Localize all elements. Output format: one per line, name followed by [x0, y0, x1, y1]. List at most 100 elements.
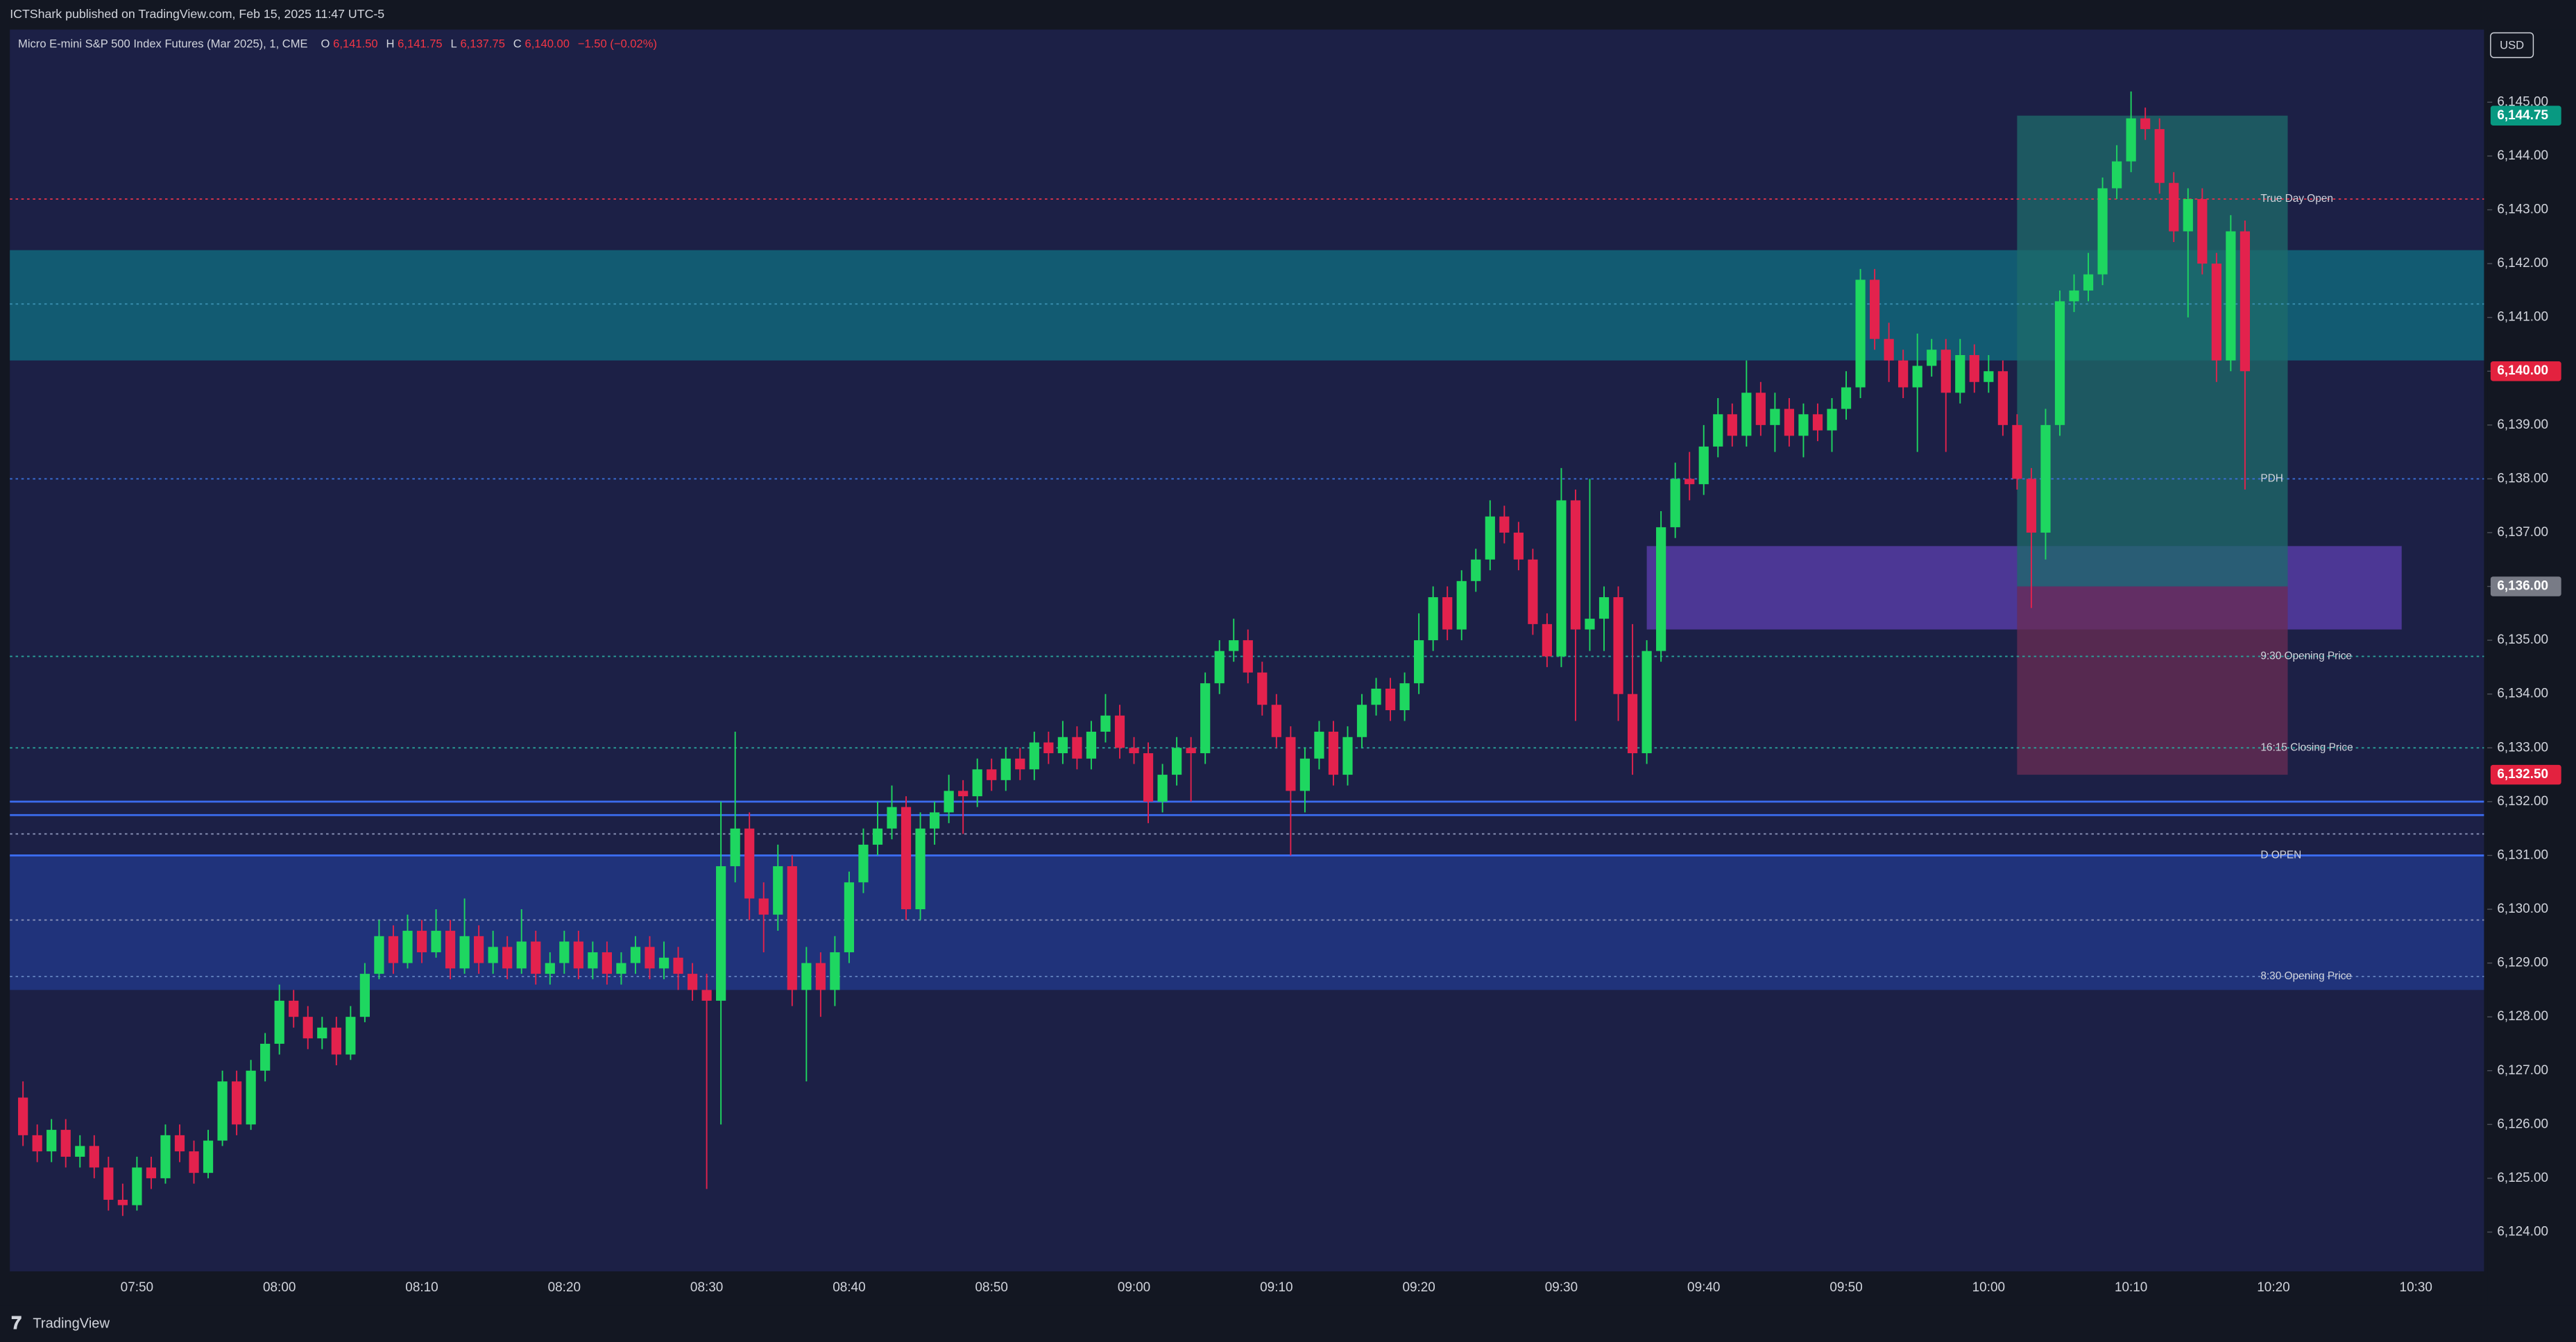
candle-body: [331, 1027, 341, 1055]
x-tick-label: 10:10: [2115, 1280, 2147, 1295]
candle-body: [1499, 516, 1510, 533]
brand-logo: 𝟕: [12, 1312, 22, 1333]
candle-body: [388, 936, 399, 963]
candle-body: [1271, 705, 1281, 737]
candle-body: [274, 1000, 284, 1044]
brand[interactable]: TradingView: [33, 1316, 110, 1331]
candle-body: [217, 1081, 228, 1141]
candle-body: [2154, 129, 2165, 183]
candle-body: [1442, 597, 1453, 630]
candle-body: [1143, 753, 1154, 802]
ohlc-key: H: [386, 37, 394, 50]
candle-body: [474, 936, 484, 963]
candle-body: [2040, 424, 2051, 533]
candle-body: [203, 1140, 214, 1173]
currency-box[interactable]: [2490, 32, 2534, 58]
candle-body: [673, 957, 683, 974]
candle-body: [1827, 408, 1837, 431]
symbol-name: Micro E-mini S&P 500 Index Futures (Mar …: [18, 37, 308, 50]
candle-body: [1598, 597, 1610, 619]
candle-body: [773, 866, 783, 915]
candle-body: [701, 990, 712, 1001]
candle-body: [1698, 446, 1709, 485]
candle-body: [987, 769, 997, 780]
y-tick-label: 6,142.00: [2497, 256, 2548, 270]
candle-body: [1414, 640, 1424, 684]
candle-body: [1556, 500, 1567, 657]
candle-body: [1072, 737, 1082, 759]
candle-body: [645, 947, 655, 969]
price-badge: [2490, 105, 2561, 126]
candle-body: [602, 952, 613, 974]
candle-body: [573, 941, 583, 969]
y-tick-label: 6,138.00: [2497, 471, 2548, 485]
candle-body: [1713, 414, 1723, 447]
x-tick-label: 09:00: [1118, 1280, 1150, 1295]
candle-body: [1870, 279, 1880, 339]
level-label: True Day Open: [2260, 193, 2333, 205]
candle-body: [1570, 500, 1581, 630]
candle-body: [2026, 479, 2037, 533]
candle-body: [1542, 623, 1553, 657]
x-tick-label: 09:10: [1260, 1280, 1293, 1295]
published-note: ICTShark published on TradingView.com, F…: [10, 7, 384, 21]
candle-body: [302, 1017, 313, 1039]
candle-body: [1955, 354, 1965, 393]
candle-body: [502, 947, 513, 969]
x-tick-label: 10:20: [2257, 1280, 2289, 1295]
level-label: D OPEN: [2260, 850, 2301, 861]
candle-body: [1670, 479, 1680, 528]
candle-body: [1969, 354, 1979, 382]
candle-body: [730, 828, 740, 866]
candle-body: [2197, 199, 2208, 264]
x-tick-label: 08:00: [263, 1280, 296, 1295]
candle-body: [944, 791, 954, 813]
ohlc-value: 6,141.75: [398, 37, 442, 50]
candle-body: [46, 1130, 57, 1152]
candle-body: [1342, 737, 1353, 775]
y-tick-label: 6,126.00: [2497, 1117, 2548, 1131]
price-badge-label: 6,144.75: [2497, 108, 2548, 123]
candle-body: [1684, 479, 1695, 485]
candle-body: [1328, 732, 1339, 775]
candle-body: [402, 931, 413, 963]
candle-body: [2083, 274, 2094, 291]
candle-body: [246, 1070, 256, 1125]
candle-body: [531, 941, 541, 974]
candle-body: [2126, 118, 2136, 162]
candle-body: [1015, 758, 1025, 770]
candle-body: [1641, 651, 1652, 754]
x-tick-label: 08:50: [975, 1280, 1008, 1295]
currency[interactable]: USD: [2500, 39, 2524, 52]
candle-body: [1314, 732, 1324, 759]
candle-body: [346, 1017, 356, 1055]
candle-body: [1812, 414, 1823, 431]
candle-body: [32, 1135, 42, 1152]
candle-body: [431, 931, 441, 953]
y-tick-label: 6,130.00: [2497, 902, 2548, 916]
candle-body: [1043, 742, 1054, 754]
y-tick-label: 6,139.00: [2497, 418, 2548, 432]
candle-body: [2054, 301, 2065, 425]
candle-body: [616, 963, 626, 974]
x-tick-label: 09:40: [1687, 1280, 1720, 1295]
candle-body: [374, 936, 384, 974]
ohlc-value: 6,140.00: [524, 37, 569, 50]
candle-body: [744, 828, 755, 899]
candle-body: [2226, 231, 2236, 361]
candle-body: [1371, 688, 1381, 705]
candle-body: [60, 1130, 71, 1157]
candle-body: [1214, 651, 1225, 684]
candle-body: [1172, 748, 1182, 775]
candle-body: [146, 1167, 157, 1178]
price-badge: [2490, 576, 2561, 596]
candle-body: [545, 963, 555, 974]
candle-body: [787, 866, 797, 990]
x-tick-label: 09:50: [1829, 1280, 1862, 1295]
candle-body: [160, 1135, 171, 1178]
ohlc-key: O: [321, 37, 330, 50]
candle-body: [1898, 360, 1909, 388]
candle-body: [117, 1199, 128, 1205]
candle-body: [687, 974, 698, 990]
